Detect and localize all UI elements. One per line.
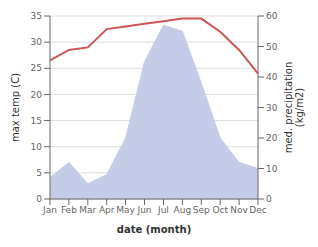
svg-text:20: 20 [31,90,43,100]
svg-text:0: 0 [266,194,272,204]
svg-text:30: 30 [266,103,278,113]
svg-text:Nov: Nov [230,205,248,215]
svg-text:40: 40 [266,72,278,82]
svg-text:0: 0 [36,194,42,204]
svg-text:60: 60 [266,11,278,21]
svg-text:Aug: Aug [174,205,192,215]
svg-text:20: 20 [266,133,278,143]
svg-text:Jan: Jan [42,205,57,215]
svg-text:15: 15 [31,116,42,126]
svg-text:30: 30 [31,37,43,47]
svg-text:10: 10 [31,142,43,152]
svg-text:Oct: Oct [212,205,228,215]
svg-text:Dec: Dec [249,205,266,215]
svg-text:35: 35 [31,11,42,21]
svg-text:50: 50 [266,42,278,52]
svg-text:Sep: Sep [193,205,210,215]
svg-text:Apr: Apr [99,205,115,215]
svg-text:Mar: Mar [79,205,96,215]
svg-text:5: 5 [36,168,42,178]
svg-text:Jun: Jun [137,205,152,215]
svg-text:Feb: Feb [61,205,77,215]
svg-text:10: 10 [266,164,278,174]
svg-text:date (month): date (month) [117,224,191,235]
svg-text:May: May [116,205,135,215]
svg-text:Jul: Jul [157,205,169,215]
svg-text:max temp (C): max temp (C) [10,73,21,142]
svg-text:med. precipitation(kg/m2): med. precipitation(kg/m2) [283,62,306,154]
svg-text:25: 25 [31,63,42,73]
